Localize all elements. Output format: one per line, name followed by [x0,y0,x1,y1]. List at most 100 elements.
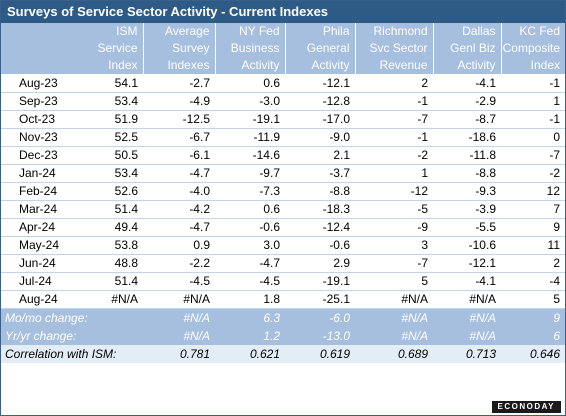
header-cell: Phila [284,23,355,40]
summary-label: Correlation with ISM: [1,345,143,363]
data-cell: 49.4 [75,218,143,237]
data-cell: -9.3 [433,182,501,201]
header-cell: Richmond [354,23,433,40]
header-cell: Activity [432,57,501,75]
data-cell: -4.1 [433,74,501,93]
data-cell: -9.0 [285,128,355,147]
header-cell: KC Fed [500,23,565,40]
header-cell: Activity [214,57,285,75]
data-cell: #N/A [433,290,501,309]
data-cell: -14.6 [215,146,285,165]
data-cell: -1 [501,74,565,93]
data-cell: -11.9 [215,128,285,147]
data-cell: -2 [355,146,433,165]
table-row: Aug-23 54.1 -2.7 0.6 -12.1 2 -4.1 -1 [1,74,565,93]
header-cell [1,57,75,75]
table-row: Feb-24 52.6 -4.0 -7.3 -8.8 -12 -9.3 12 [1,182,565,201]
row-date: Aug-24 [1,290,75,309]
data-cell: 51.4 [75,272,143,291]
data-cell: -10.6 [433,236,501,255]
data-cell: 2.1 [285,146,355,165]
data-cell: -4.7 [143,218,215,237]
data-cell: -1 [501,110,565,129]
header-cell: Index [75,57,143,75]
table-row: Oct-23 51.9 -12.5 -19.1 -17.0 -7 -8.7 -1 [1,110,565,129]
data-cell: -4 [501,272,565,291]
header-cell: Index [500,57,565,75]
table-row: Jan-24 53.4 -4.7 -9.7 -3.7 1 -8.8 -2 [1,164,565,183]
row-date: Apr-24 [1,218,75,237]
data-cell: -8.8 [285,182,355,201]
data-cell: -4.5 [143,272,215,291]
summary-rows: Mo/mo change: #N/A 6.3 -6.0 #N/A #N/A 9 Yr/yr c… [1,308,565,363]
header-cell: NY Fed [214,23,285,40]
data-cell: -7 [355,110,433,129]
data-cell: -3.7 [285,164,355,183]
row-date: Jul-24 [1,272,75,291]
summary-cell: -13.0 [285,327,355,345]
data-cell: -1 [355,128,433,147]
row-date: Feb-24 [1,182,75,201]
header-cell: ISM [75,23,143,40]
data-cell: -3.9 [433,200,501,219]
row-date: Dec-23 [1,146,75,165]
data-cell: 0.6 [215,200,285,219]
data-cell: 3 [355,236,433,255]
table-row: Aug-24 #N/A #N/A 1.8 -25.1 #N/A #N/A 5 [1,290,565,309]
data-cell: 2 [501,254,565,273]
summary-cell: #N/A [355,327,433,345]
summary-cell: 0.713 [433,345,501,363]
data-cell: -4.7 [143,164,215,183]
header-cell: General [284,40,355,57]
data-cell: 54.1 [75,74,143,93]
summary-row: Correlation with ISM: 0.781 0.621 0.619 0.68… [1,345,565,363]
table-row: Dec-23 50.5 -6.1 -14.6 2.1 -2 -11.8 -7 [1,146,565,165]
data-cell: 5 [355,272,433,291]
data-cell: #N/A [143,290,215,309]
data-cell: -7 [501,146,565,165]
data-cell: -2.2 [143,254,215,273]
data-cell: 1 [501,92,565,111]
summary-cell: 1.2 [215,327,285,345]
summary-row: Mo/mo change: #N/A 6.3 -6.0 #N/A #N/A 9 [1,308,565,327]
data-cell: -2.7 [143,74,215,93]
footer: ECONODAY [1,399,565,415]
summary-label: Mo/mo change: [1,308,143,327]
data-cell: 52.6 [75,182,143,201]
summary-label: Yr/yr change: [1,327,143,345]
data-cell: -12.1 [285,74,355,93]
row-date: Jan-24 [1,164,75,183]
table-body: Aug-23 54.1 -2.7 0.6 -12.1 2 -4.1 -1 Sep-23 53.4-… [1,74,565,309]
row-date: May-24 [1,236,75,255]
data-cell: -1 [355,92,433,111]
summary-cell: 9 [501,308,565,327]
header-cell: Indexes [142,57,215,75]
data-cell: -4.9 [143,92,215,111]
data-cell: -0.6 [215,218,285,237]
data-cell: -12 [355,182,433,201]
data-cell: 53.4 [75,92,143,111]
table-row: Jun-24 48.8 -2.2 -4.7 2.9 -7 -12.1 2 [1,254,565,273]
table-title: Surveys of Service Sector Activity - Cur… [1,1,565,23]
data-cell: -2.9 [433,92,501,111]
data-cell: #N/A [75,290,143,309]
header-cell: Service [75,40,143,57]
data-cell: 0.6 [215,74,285,93]
data-cell: 2 [355,74,433,93]
header-cell: Svc Sector [354,40,433,57]
summary-cell: #N/A [433,327,501,345]
table-row: Apr-24 49.4 -4.7 -0.6 -12.4 -9 -5.5 9 [1,218,565,237]
data-cell: -3.0 [215,92,285,111]
table-row: Jul-24 51.4 -4.5 -4.5 -19.1 5 -4.1 -4 [1,272,565,291]
data-cell: #N/A [355,290,433,309]
data-cell: -6.1 [143,146,215,165]
header-cell: Average [142,23,215,40]
header-cell [1,40,75,57]
data-cell: -12.1 [433,254,501,273]
table-row: Mar-24 51.4 -4.2 0.6 -18.3 -5 -3.9 7 [1,200,565,219]
data-cell: 51.4 [75,200,143,219]
summary-cell: 6 [501,327,565,345]
summary-cell: -6.0 [285,308,355,327]
data-cell: 12 [501,182,565,201]
